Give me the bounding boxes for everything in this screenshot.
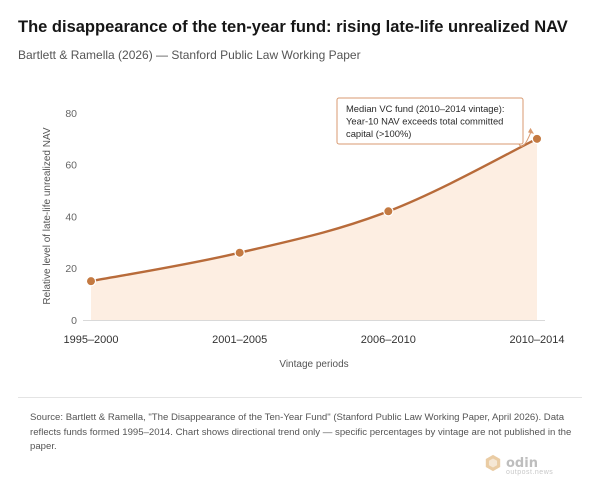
data-point-4 <box>531 133 543 145</box>
area-fill <box>91 138 537 320</box>
x-tick-label: 2010–2014 <box>509 334 564 346</box>
chart-title: The disappearance of the ten-year fund: … <box>18 18 568 36</box>
y-tick-label: 80 <box>65 108 77 120</box>
chart-subtitle: Bartlett & Ramella (2026) — Stanford Pub… <box>18 48 361 62</box>
watermark: odin outpost.news <box>484 454 553 476</box>
annotation-text-line-1: Median VC fund (2010–2014 vintage): <box>346 103 504 114</box>
footer-divider <box>18 397 582 398</box>
annotation-arrow <box>518 131 532 147</box>
data-point-2 <box>234 247 245 258</box>
annotation-text-line-2: Year-10 NAV exceeds total committed <box>346 116 503 127</box>
annotation-box <box>336 97 524 145</box>
x-tick-label: 2001–2005 <box>212 334 267 346</box>
data-point-3 <box>383 206 394 217</box>
source-note: Source: Bartlett & Ramella, "The Disappe… <box>30 412 572 452</box>
line-chart: 0 20 40 60 80 1995–2000 2001–2005 2006–2010 2010… <box>42 97 565 370</box>
x-tick-label: 1995–2000 <box>63 334 118 346</box>
y-tick-label: 20 <box>65 263 77 275</box>
y-axis-label: Relative level of late-life unrealized N… <box>42 127 53 304</box>
x-axis-label: Vintage periods <box>279 359 348 370</box>
watermark-text: odin <box>506 455 538 471</box>
hexagon-logo-icon <box>485 454 501 472</box>
y-tick-label: 0 <box>71 315 77 327</box>
annotation-arrowhead <box>528 127 534 134</box>
x-tick-label: 2006–2010 <box>361 334 416 346</box>
watermark-subtext: outpost.news <box>506 469 554 476</box>
y-tick-label: 60 <box>65 160 77 172</box>
y-tick-label: 40 <box>65 211 77 223</box>
annotation-text-line-3: capital (>100%) <box>346 128 411 139</box>
series-line <box>89 137 539 283</box>
data-point-1 <box>85 275 97 287</box>
